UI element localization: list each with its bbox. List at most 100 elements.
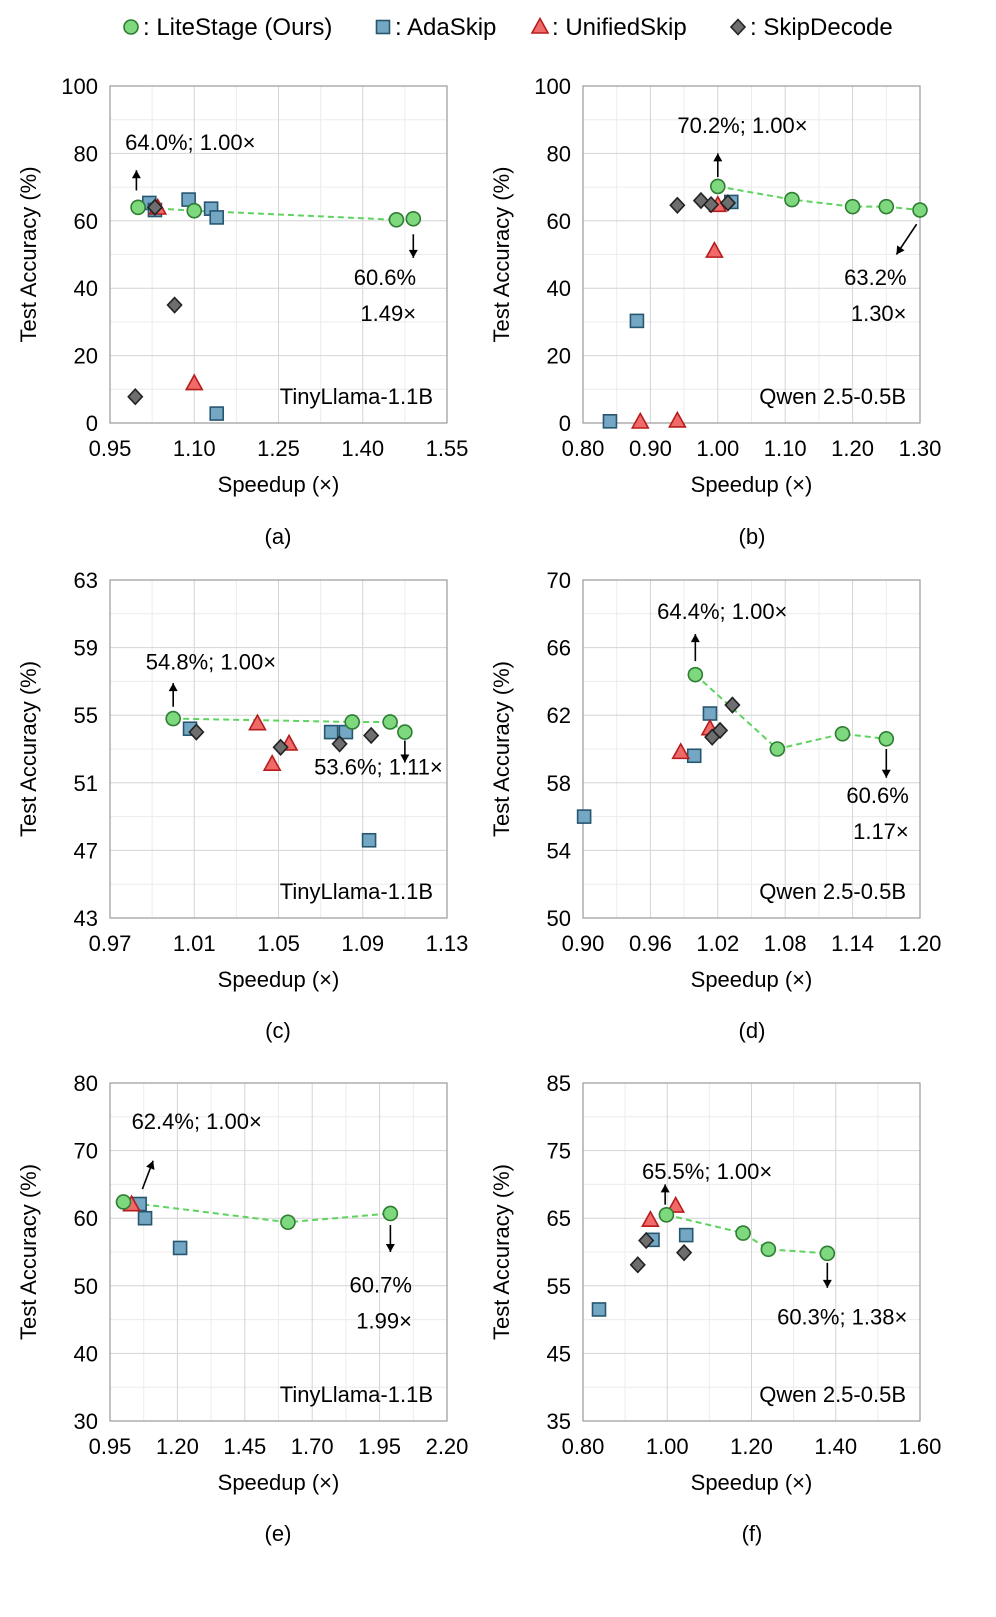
y-tick-label: 60 [74,209,98,234]
chart-panel-d: 50 54 58 62 66 70 0.90 0.96 1.02 1.08 1.14 1.20 Spee… [489,568,941,1043]
x-tick-label: 1.55 [426,436,469,461]
y-tick-label: 59 [74,636,98,661]
y-axis-label: Test Accuracy (%) [16,1164,41,1340]
series-ada [132,1196,188,1256]
y-tick-label: 62 [547,703,571,728]
legend-marker-ada [375,19,391,35]
plot-frame [109,85,448,424]
legend-marker-skip [729,18,747,36]
plot-frame [582,85,921,424]
data-point-ada [209,406,225,421]
y-axis-label: Test Accuracy (%) [489,166,514,342]
x-tick-label: 1.60 [899,1434,942,1459]
data-point-ada [323,724,339,740]
data-point-ada [629,313,645,329]
x-tick-label: 1.20 [156,1434,199,1459]
y-tick-label: 0 [86,411,98,436]
y-tick-label: 55 [74,703,98,728]
model-label: Qwen 2.5-0.5B [759,879,906,904]
x-tick-label: 1.00 [696,436,739,461]
y-tick-label: 20 [547,344,571,369]
annotation: 64.4%; 1.00× [657,599,787,662]
data-point-skip [711,721,729,740]
data-point-ada [576,809,592,824]
data-point-skip [724,696,741,714]
annotation-text: 1.17× [853,819,909,844]
data-point-lite [912,202,928,218]
data-point-uni [262,754,282,772]
x-tick-label: 1.20 [831,436,874,461]
data-point-ada [678,1227,694,1243]
legend-label-ada: : AdaSkip [395,14,496,41]
annotation: 53.6%; 1.11× [314,740,443,779]
y-axis-label: Test Accuracy (%) [489,1164,514,1340]
annotation-arrow-head [131,170,141,179]
y-tick-label: 50 [74,1274,98,1299]
annotation-arrow-head [385,1244,395,1252]
data-point-ada [137,1210,153,1226]
series-lite [165,710,413,740]
x-axis-label: Speedup (×) [691,1470,813,1495]
data-point-lite [878,731,895,747]
data-point-ada [602,414,618,429]
data-point-lite [878,198,895,215]
chart-panel-c: 43 47 51 55 59 63 0.97 1.01 1.05 1.09 1.13 Speedup … [16,568,468,1043]
model-label: TinyLlama-1.1B [280,1382,433,1407]
annotation-text: 60.6% [354,265,416,290]
plot-frame [109,1082,448,1422]
data-point-uni [705,240,724,258]
annotation-text: 60.6% [846,783,908,808]
legend-label-skip: : SkipDecode [750,14,893,41]
x-axis-label: Speedup (×) [691,472,813,497]
legend-label-lite: : LiteStage (Ours) [143,14,332,41]
annotation-arrow-head [660,1184,670,1193]
series-skip [704,696,741,746]
x-tick-label: 0.80 [562,1434,605,1459]
annotation: 62.4%; 1.00× [132,1109,262,1190]
y-tick-label: 100 [534,74,571,99]
data-point-ada [361,832,377,848]
chart-panel-f: 35 45 55 65 75 85 0.80 1.00 1.20 1.40 1.60 Speedup … [489,1071,941,1546]
model-label: TinyLlama-1.1B [280,879,433,904]
x-tick-label: 1.01 [173,931,216,956]
chart-panel-e: 30 40 50 60 70 80 0.95 1.20 1.45 1.70 1.95 2.20 Spee… [16,1071,468,1546]
y-tick-label: 70 [74,1139,98,1164]
annotation-arrow-head [690,634,700,643]
data-point-skip [676,1244,693,1262]
model-label: TinyLlama-1.1B [280,384,433,409]
y-tick-label: 40 [74,276,98,301]
data-point-lite [280,1214,296,1231]
y-tick-label: 100 [61,74,98,99]
x-tick-label: 0.80 [562,436,605,461]
x-axis-label: Speedup (×) [691,967,813,992]
data-point-skip [363,726,380,745]
x-tick-label: 1.00 [646,1434,689,1459]
data-point-lite [115,1194,132,1210]
data-point-ada [172,1240,188,1256]
series-skip [188,723,380,756]
x-tick-label: 1.08 [764,931,807,956]
annotation-text: 70.2%; 1.00× [677,113,807,138]
y-axis-label: Test Accuracy (%) [489,661,514,837]
y-tick-label: 75 [547,1139,571,1164]
data-point-lite [735,1225,751,1241]
data-point-skip [638,1231,655,1250]
y-axis-label: Test Accuracy (%) [16,166,41,342]
y-tick-label: 51 [74,771,98,796]
y-tick-label: 20 [74,344,98,369]
gridlines [582,1082,921,1422]
data-point-lite [769,741,786,757]
data-point-skip [719,194,737,212]
x-tick-label: 0.97 [89,931,132,956]
data-point-skip [166,296,183,314]
y-tick-label: 45 [547,1341,571,1366]
data-point-lite [165,710,181,727]
y-tick-label: 85 [547,1071,571,1096]
legend-marker-lite [123,19,139,35]
series-ada [576,706,718,824]
x-axis-label: Speedup (×) [218,967,340,992]
chart-panels: 0 20 40 60 80 100 0.95 1.10 1.25 1.40 1.55 Speedup … [16,74,941,1546]
data-point-skip [146,198,164,216]
annotation: 60.6% 1.17× [846,749,909,844]
data-point-lite [760,1241,777,1258]
